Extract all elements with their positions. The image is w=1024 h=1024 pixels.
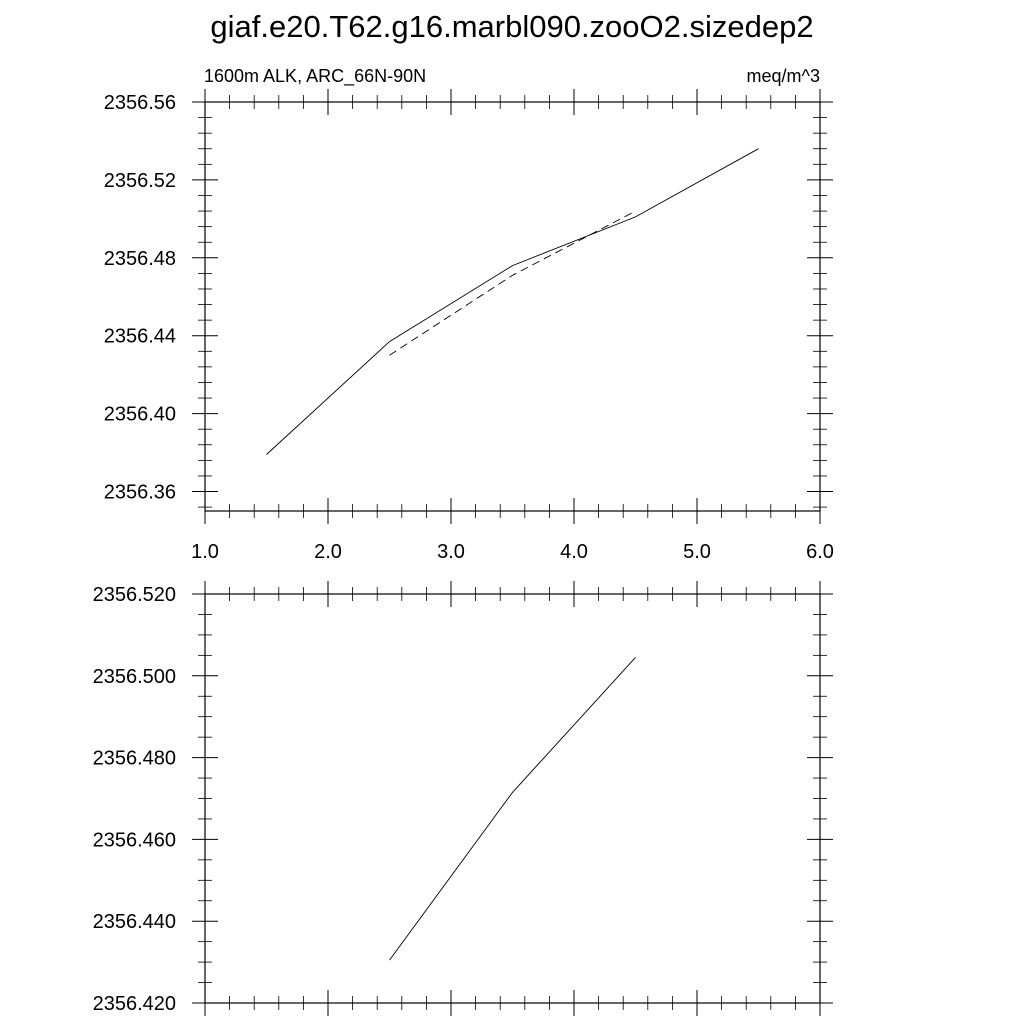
top-ytick-label: 2356.44: [104, 326, 176, 348]
top-xtick-label: 4.0: [560, 541, 588, 563]
bottom-ytick-label: 2356.440: [93, 911, 176, 933]
top-xtick-label: 5.0: [683, 541, 711, 563]
chart-title: giaf.e20.T62.g16.marbl090.zooO2.sizedep2: [210, 9, 813, 44]
bottom-ytick-label: 2356.500: [93, 666, 176, 688]
top-ytick-label: 2356.56: [104, 92, 176, 114]
top-plot-frame: [204, 101, 821, 512]
top-xtick-label: 2.0: [314, 541, 342, 563]
bottom-panel: 2356.420 2356.440 2356.460 2356.480 2356.500…: [93, 581, 833, 1016]
bottom-series-line-solid: [389, 657, 636, 961]
top-series-line-dashed: [389, 210, 636, 356]
bottom-plot-frame: [204, 593, 821, 1004]
top-ytick-label: 2356.36: [104, 482, 176, 504]
bottom-ytick-label: 2356.480: [93, 748, 176, 770]
top-ytick-label: 2356.40: [104, 404, 176, 426]
top-xtick-label: 6.0: [806, 541, 834, 563]
top-panel: 1600m ALK, ARC_66N-90N meq/m^3 2356.36 23…: [104, 66, 834, 563]
top-xtick-label: 1.0: [191, 541, 219, 563]
top-panel-subtitle-right: meq/m^3: [747, 66, 820, 86]
bottom-ytick-label: 2356.420: [93, 993, 176, 1015]
top-series-line-solid: [266, 148, 759, 455]
top-ytick-label: 2356.48: [104, 248, 176, 270]
bottom-ytick-label: 2356.520: [93, 584, 176, 606]
top-panel-subtitle-left: 1600m ALK, ARC_66N-90N: [204, 66, 426, 87]
bottom-ytick-label: 2356.460: [93, 829, 176, 851]
top-xtick-label: 3.0: [437, 541, 465, 563]
top-ytick-label: 2356.52: [104, 170, 176, 192]
